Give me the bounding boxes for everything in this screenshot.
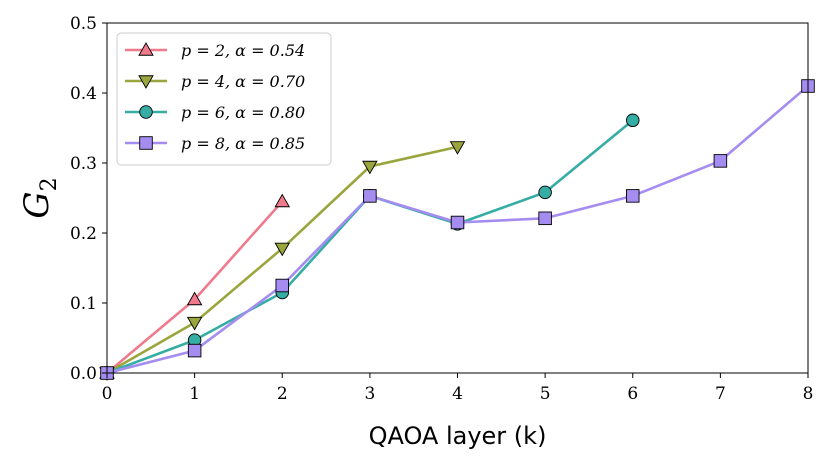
x-tick-label: 4 <box>452 384 463 404</box>
data-point <box>274 193 291 208</box>
y-tick-label: 0.0 <box>70 364 97 384</box>
legend-label: p = 8, α = 0.85 <box>181 134 305 153</box>
data-point <box>362 160 378 175</box>
y-axis-label: G2 <box>17 177 62 218</box>
x-tick-label: 0 <box>102 384 113 404</box>
series-line <box>106 145 458 375</box>
y-axis: 0.0 0.1 0.2 0.3 0.4 0.5 <box>70 14 107 384</box>
plot-markers <box>99 79 815 381</box>
x-axis-label: QAOA layer (k) <box>369 422 547 450</box>
x-tick-label: 7 <box>715 384 726 404</box>
data-point <box>363 189 377 203</box>
data-point <box>139 105 153 119</box>
data-point <box>626 189 640 203</box>
data-point <box>138 42 154 56</box>
y-tick-label: 0.3 <box>70 154 97 174</box>
data-point <box>538 211 552 226</box>
x-tick-label: 6 <box>627 384 638 404</box>
data-point <box>538 185 552 200</box>
legend-label: p = 2, α = 0.54 <box>181 41 305 60</box>
y-tick-label: 0.2 <box>70 224 97 244</box>
y-tick-label: 0.4 <box>70 84 97 104</box>
data-point <box>187 343 202 358</box>
x-tick-label: 5 <box>540 384 551 404</box>
data-point <box>450 215 465 230</box>
data-point <box>186 316 203 331</box>
x-tick-label: 2 <box>277 384 288 404</box>
y-tick-label: 0.5 <box>70 14 97 34</box>
legend: p = 2, α = 0.54 p = 4, α = 0.70 p = 6, α =… <box>116 32 332 166</box>
y-tick-label: 0.1 <box>70 294 97 314</box>
x-tick-label: 8 <box>803 384 814 404</box>
data-point <box>713 154 728 168</box>
legend-label: p = 4, α = 0.70 <box>181 72 305 91</box>
data-point <box>138 75 154 89</box>
data-point <box>274 242 291 257</box>
data-point <box>139 136 153 150</box>
x-axis: 0 1 2 3 4 5 6 7 8 <box>102 373 814 404</box>
data-point <box>626 113 640 128</box>
data-point <box>275 278 290 293</box>
legend-box <box>116 32 332 166</box>
legend-label: p = 6, α = 0.80 <box>181 103 305 122</box>
x-tick-label: 3 <box>364 384 375 404</box>
x-tick-label: 1 <box>189 384 200 404</box>
data-point <box>449 141 466 155</box>
data-point <box>186 291 203 306</box>
